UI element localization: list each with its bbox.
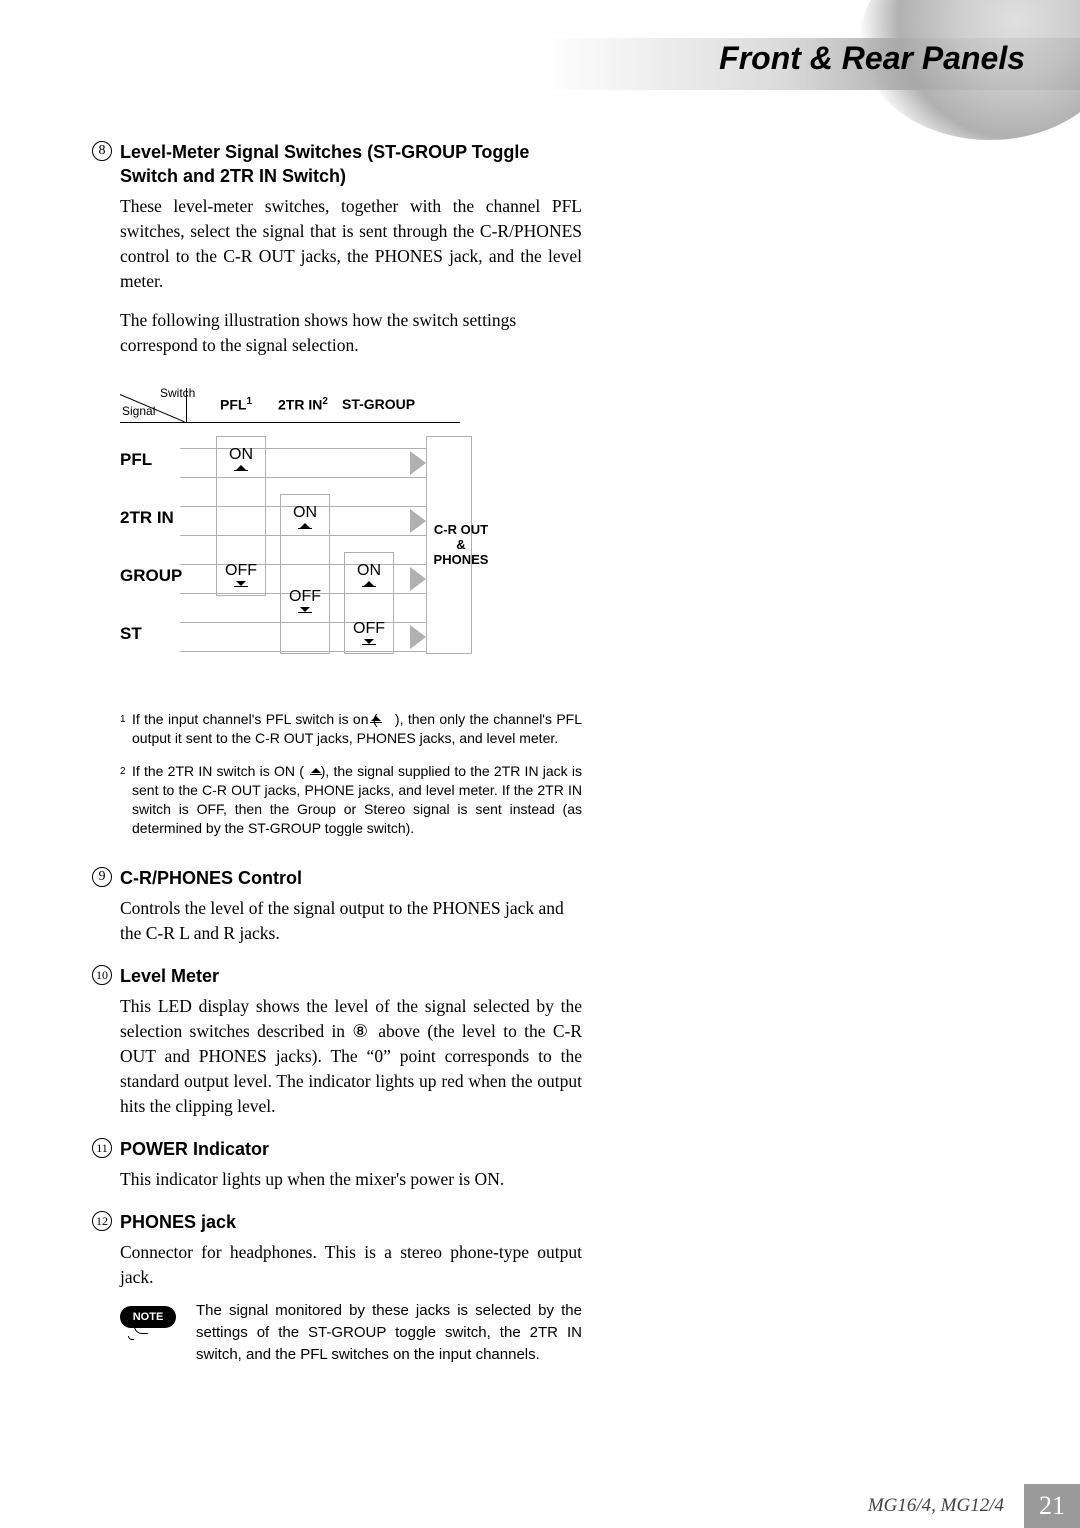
- section-8-title-line1: Level-Meter Signal Switches (ST-GROUP To…: [120, 142, 529, 162]
- footnote-2-sup: 2: [120, 762, 126, 781]
- section-10: 10 Level Meter This LED display shows th…: [92, 964, 582, 1119]
- diagram-corner-top: Switch: [160, 386, 195, 400]
- section-11: 11 POWER Indicator This indicator lights…: [92, 1137, 582, 1192]
- diagram-row-group: GROUP: [120, 566, 182, 586]
- section-8: 8 Level-Meter Signal Switches (ST-GROUP …: [92, 140, 582, 838]
- section-9-p: Controls the level of the signal output …: [120, 896, 582, 946]
- footnote-1: 1 If the input channel's PFL switch is o…: [120, 710, 582, 748]
- diagram-col1-sup: 1: [246, 396, 252, 407]
- note-label: NOTE: [120, 1306, 176, 1328]
- diagram-col2: 2TR IN: [278, 397, 322, 413]
- footnote-2-text: If the 2TR IN switch is ON ( ), the sign…: [132, 763, 582, 836]
- switch-stgroup-on: ON: [347, 562, 391, 587]
- switch-pfl-on: ON: [219, 446, 263, 471]
- section-12-p: Connector for headphones. This is a ster…: [120, 1240, 582, 1290]
- footnote-1-text: If the input channel's PFL switch is on …: [132, 711, 582, 746]
- diagram-out-l2: &: [456, 537, 465, 552]
- section-11-p: This indicator lights up when the mixer'…: [120, 1167, 582, 1192]
- footer-model: MG16/4, MG12/4: [868, 1495, 1004, 1517]
- section-10-title: Level Meter: [120, 964, 219, 988]
- section-8-title: Level-Meter Signal Switches (ST-GROUP To…: [120, 140, 529, 188]
- diagram-row-st: ST: [120, 624, 142, 644]
- section-9: 9 C-R/PHONES Control Controls the level …: [92, 866, 582, 946]
- note-text: The signal monitored by these jacks is s…: [196, 1300, 582, 1366]
- footnote-2: 2 If the 2TR IN switch is ON ( ), the si…: [120, 762, 582, 838]
- footnote-1-sup: 1: [120, 710, 126, 729]
- section-10-number: 10: [92, 965, 112, 985]
- switch-up-icon: [370, 715, 382, 721]
- section-8-p2: The following illustration shows how the…: [120, 308, 582, 358]
- footer-page-number: 21: [1024, 1484, 1080, 1528]
- diagram-out-l1: C-R OUT: [434, 522, 488, 537]
- page-title: Front & Rear Panels: [719, 40, 1025, 77]
- section-8-number: 8: [92, 141, 112, 161]
- page-footer: MG16/4, MG12/4 21: [0, 1484, 1080, 1528]
- switch-2trin-off: OFF: [283, 588, 327, 613]
- signal-diagram: Switch Signal PFL1 2TR IN2 ST-GROUP PFL …: [120, 388, 520, 698]
- section-10-p: This LED display shows the level of the …: [120, 994, 582, 1119]
- note-icon: NOTE: [120, 1300, 184, 1342]
- diagram-col2-sup: 2: [322, 396, 328, 407]
- diagram-col3: ST-GROUP: [342, 396, 415, 412]
- diagram-out-l3: PHONES: [434, 552, 489, 567]
- diagram-col1: PFL: [220, 397, 246, 413]
- diagram-row-pfl: PFL: [120, 450, 152, 470]
- section-12: 12 PHONES jack Connector for headphones.…: [92, 1210, 582, 1366]
- switch-stgroup-off: OFF: [347, 620, 391, 645]
- section-11-number: 11: [92, 1138, 112, 1158]
- page-header: Front & Rear Panels: [0, 0, 1080, 100]
- switch-up-icon: [310, 767, 322, 773]
- diagram-corner-bottom: Signal: [122, 404, 155, 418]
- section-9-title: C-R/PHONES Control: [120, 866, 302, 890]
- section-12-title: PHONES jack: [120, 1210, 236, 1234]
- section-12-number: 12: [92, 1211, 112, 1231]
- note-block: NOTE The signal monitored by these jacks…: [120, 1300, 582, 1366]
- section-8-p1: These level-meter switches, together wit…: [120, 194, 582, 294]
- switch-pfl-off: OFF: [219, 562, 263, 587]
- diagram-row-2trin: 2TR IN: [120, 508, 174, 528]
- section-9-number: 9: [92, 867, 112, 887]
- switch-2trin-on: ON: [283, 504, 327, 529]
- section-11-title: POWER Indicator: [120, 1137, 269, 1161]
- section-8-title-line2: Switch and 2TR IN Switch): [120, 166, 346, 186]
